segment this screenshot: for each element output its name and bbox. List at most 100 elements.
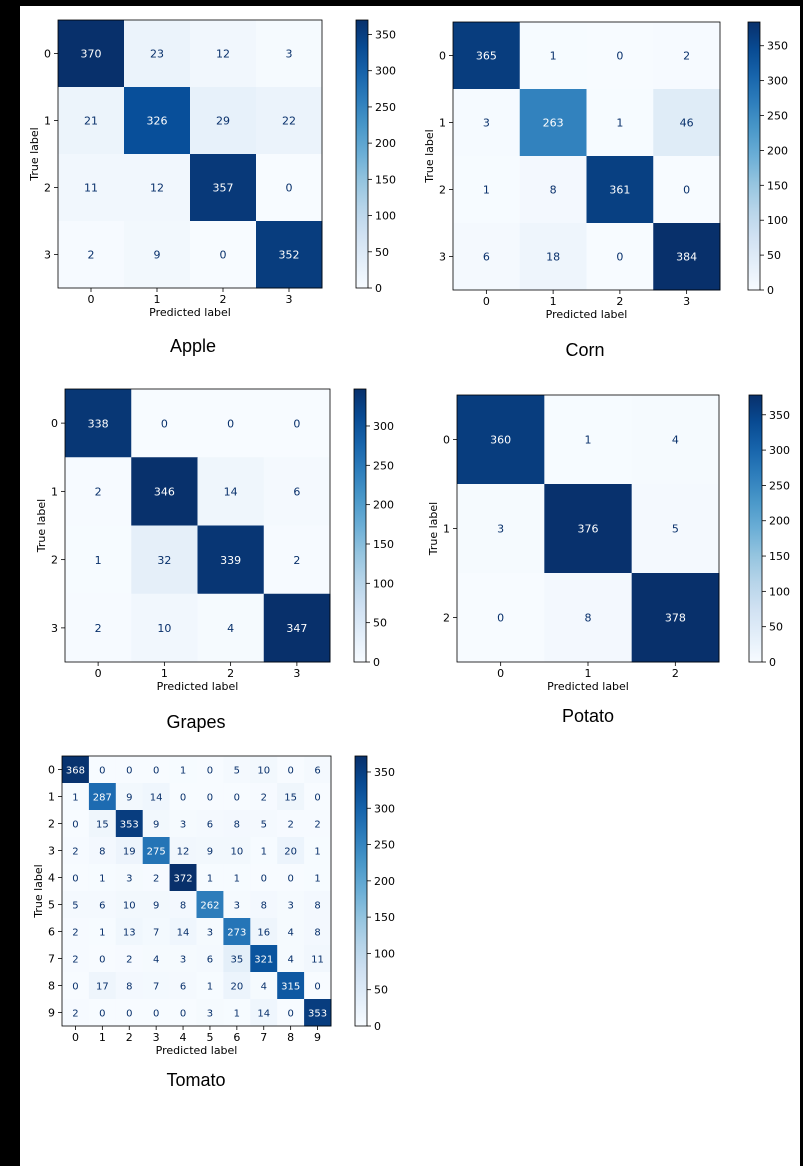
- cell-value-4-6-9: 8: [314, 927, 320, 938]
- cell-value-2-3-2: 4: [227, 622, 234, 635]
- cell-1-3-2: [586, 223, 654, 291]
- cell-0-1-0: [58, 87, 125, 155]
- colorbar-tick-label-0-0: 0: [375, 282, 382, 295]
- colorbar-tick-label-2-4: 200: [373, 499, 394, 512]
- y-tick-label-0-2: 2: [44, 182, 51, 195]
- cell-value-4-2-2: 353: [120, 819, 139, 830]
- cell-4-3-4: [169, 837, 197, 865]
- cell-2-2-0: [65, 525, 132, 595]
- cell-4-6-3: [142, 918, 171, 946]
- cell-4-2-7: [250, 810, 278, 838]
- cell-4-8-3: [142, 972, 171, 1000]
- cell-value-4-6-3: 7: [153, 927, 159, 938]
- cell-4-8-9: [304, 972, 332, 1000]
- cell-0-3-1: [124, 221, 191, 289]
- cell-4-3-7: [250, 837, 278, 865]
- cell-value-4-0-5: 0: [207, 765, 213, 776]
- cell-value-4-4-9: 1: [314, 873, 320, 884]
- cell-value-4-8-4: 6: [180, 981, 186, 992]
- cell-value-3-1-1: 376: [578, 523, 599, 536]
- cell-4-6-4: [169, 918, 197, 946]
- cell-value-4-8-9: 0: [314, 981, 320, 992]
- cell-1-3-0: [453, 223, 521, 291]
- cell-4-5-3: [142, 891, 171, 919]
- cell-value-4-4-3: 2: [153, 873, 159, 884]
- colorbar-tick-label-4-4: 200: [374, 875, 395, 888]
- cell-value-0-0-2: 12: [216, 48, 230, 61]
- x-tick-label-0-3: 3: [286, 293, 293, 306]
- cell-4-1-2: [115, 783, 144, 811]
- cell-4-7-0: [62, 945, 90, 973]
- cell-0-0-0: [58, 20, 125, 88]
- cell-value-1-3-0: 6: [483, 251, 490, 264]
- cell-value-2-0-0: 338: [88, 417, 109, 430]
- cell-2-0-0: [65, 389, 132, 458]
- cell-4-2-2: [115, 810, 144, 838]
- colorbar-tick-label-1-6: 300: [767, 75, 788, 88]
- cell-4-0-6: [223, 756, 251, 784]
- colorbar-tick-label-3-4: 200: [769, 515, 790, 528]
- cell-value-0-0-1: 23: [150, 48, 164, 61]
- cell-value-4-8-6: 20: [230, 981, 243, 992]
- cell-4-4-5: [196, 864, 224, 892]
- cell-value-4-2-6: 8: [234, 819, 240, 830]
- cell-value-4-6-4: 14: [177, 927, 190, 938]
- cell-4-0-4: [169, 756, 197, 784]
- cell-value-1-1-1: 263: [543, 117, 564, 130]
- y-tick-label-4-9: 9: [48, 1007, 55, 1020]
- cell-4-9-5: [196, 999, 224, 1027]
- cell-4-5-9: [304, 891, 332, 919]
- cell-value-4-4-5: 1: [207, 873, 213, 884]
- colorbar-tick-label-4-6: 300: [374, 802, 395, 815]
- y-axis-label: True label: [32, 864, 45, 918]
- cell-value-4-3-8: 20: [284, 846, 297, 857]
- cell-value-1-0-3: 2: [683, 50, 690, 63]
- cell-0-2-2: [190, 154, 257, 222]
- cell-value-4-1-5: 0: [207, 792, 213, 803]
- y-axis-label: True label: [35, 499, 48, 553]
- cell-value-4-9-8: 0: [287, 1008, 293, 1019]
- colorbar-tick-label-2-0: 0: [373, 656, 380, 669]
- colorbar-tick-label-3-1: 50: [769, 621, 783, 634]
- cell-1-1-2: [586, 89, 654, 157]
- cell-4-6-6: [223, 918, 251, 946]
- cell-4-9-1: [88, 999, 117, 1027]
- x-tick-label-1-0: 0: [483, 295, 490, 308]
- caption-tomato: Tomato: [166, 1070, 226, 1090]
- cell-value-4-9-1: 0: [99, 1008, 105, 1019]
- cell-value-4-1-3: 14: [150, 792, 163, 803]
- cell-4-3-0: [62, 837, 90, 865]
- x-tick-label-1-1: 1: [550, 295, 557, 308]
- cell-4-7-4: [169, 945, 197, 973]
- cell-value-4-8-7: 4: [261, 981, 267, 992]
- cell-2-2-2: [197, 525, 265, 595]
- cell-value-1-1-2: 1: [616, 117, 623, 130]
- cell-value-4-5-3: 9: [153, 900, 159, 911]
- x-tick-label-0-2: 2: [220, 293, 227, 306]
- cell-value-1-2-3: 0: [683, 184, 690, 197]
- cell-4-1-1: [88, 783, 117, 811]
- cell-4-3-1: [88, 837, 117, 865]
- cell-value-3-0-1: 1: [585, 434, 592, 447]
- cell-4-5-2: [115, 891, 144, 919]
- cell-4-5-6: [223, 891, 251, 919]
- matrix-frame: [61, 755, 332, 1027]
- caption-apple: Apple: [169, 336, 217, 356]
- cell-value-3-1-2: 5: [672, 523, 679, 536]
- cell-value-4-9-5: 3: [207, 1008, 213, 1019]
- cell-value-4-2-4: 3: [180, 819, 186, 830]
- cell-4-4-4: [169, 864, 197, 892]
- cell-4-5-0: [62, 891, 90, 919]
- colorbar: [354, 755, 368, 1027]
- cell-4-2-3: [142, 810, 171, 838]
- cell-value-4-7-8: 4: [287, 954, 293, 965]
- cell-value-3-0-2: 4: [672, 434, 679, 447]
- confusion-matrix-4: 368 0 0 0 1 0 5 10 0 61 287 9 14 0 0 0 2 15 00 15 353 9 3 6 8 5 2 2…: [32, 755, 395, 1057]
- x-axis-label: Predicted label: [149, 306, 231, 319]
- cell-4-3-3: [142, 837, 171, 865]
- cell-2-3-2: [197, 593, 265, 663]
- cell-4-4-1: [88, 864, 117, 892]
- cell-4-6-9: [304, 918, 332, 946]
- cell-4-9-7: [250, 999, 278, 1027]
